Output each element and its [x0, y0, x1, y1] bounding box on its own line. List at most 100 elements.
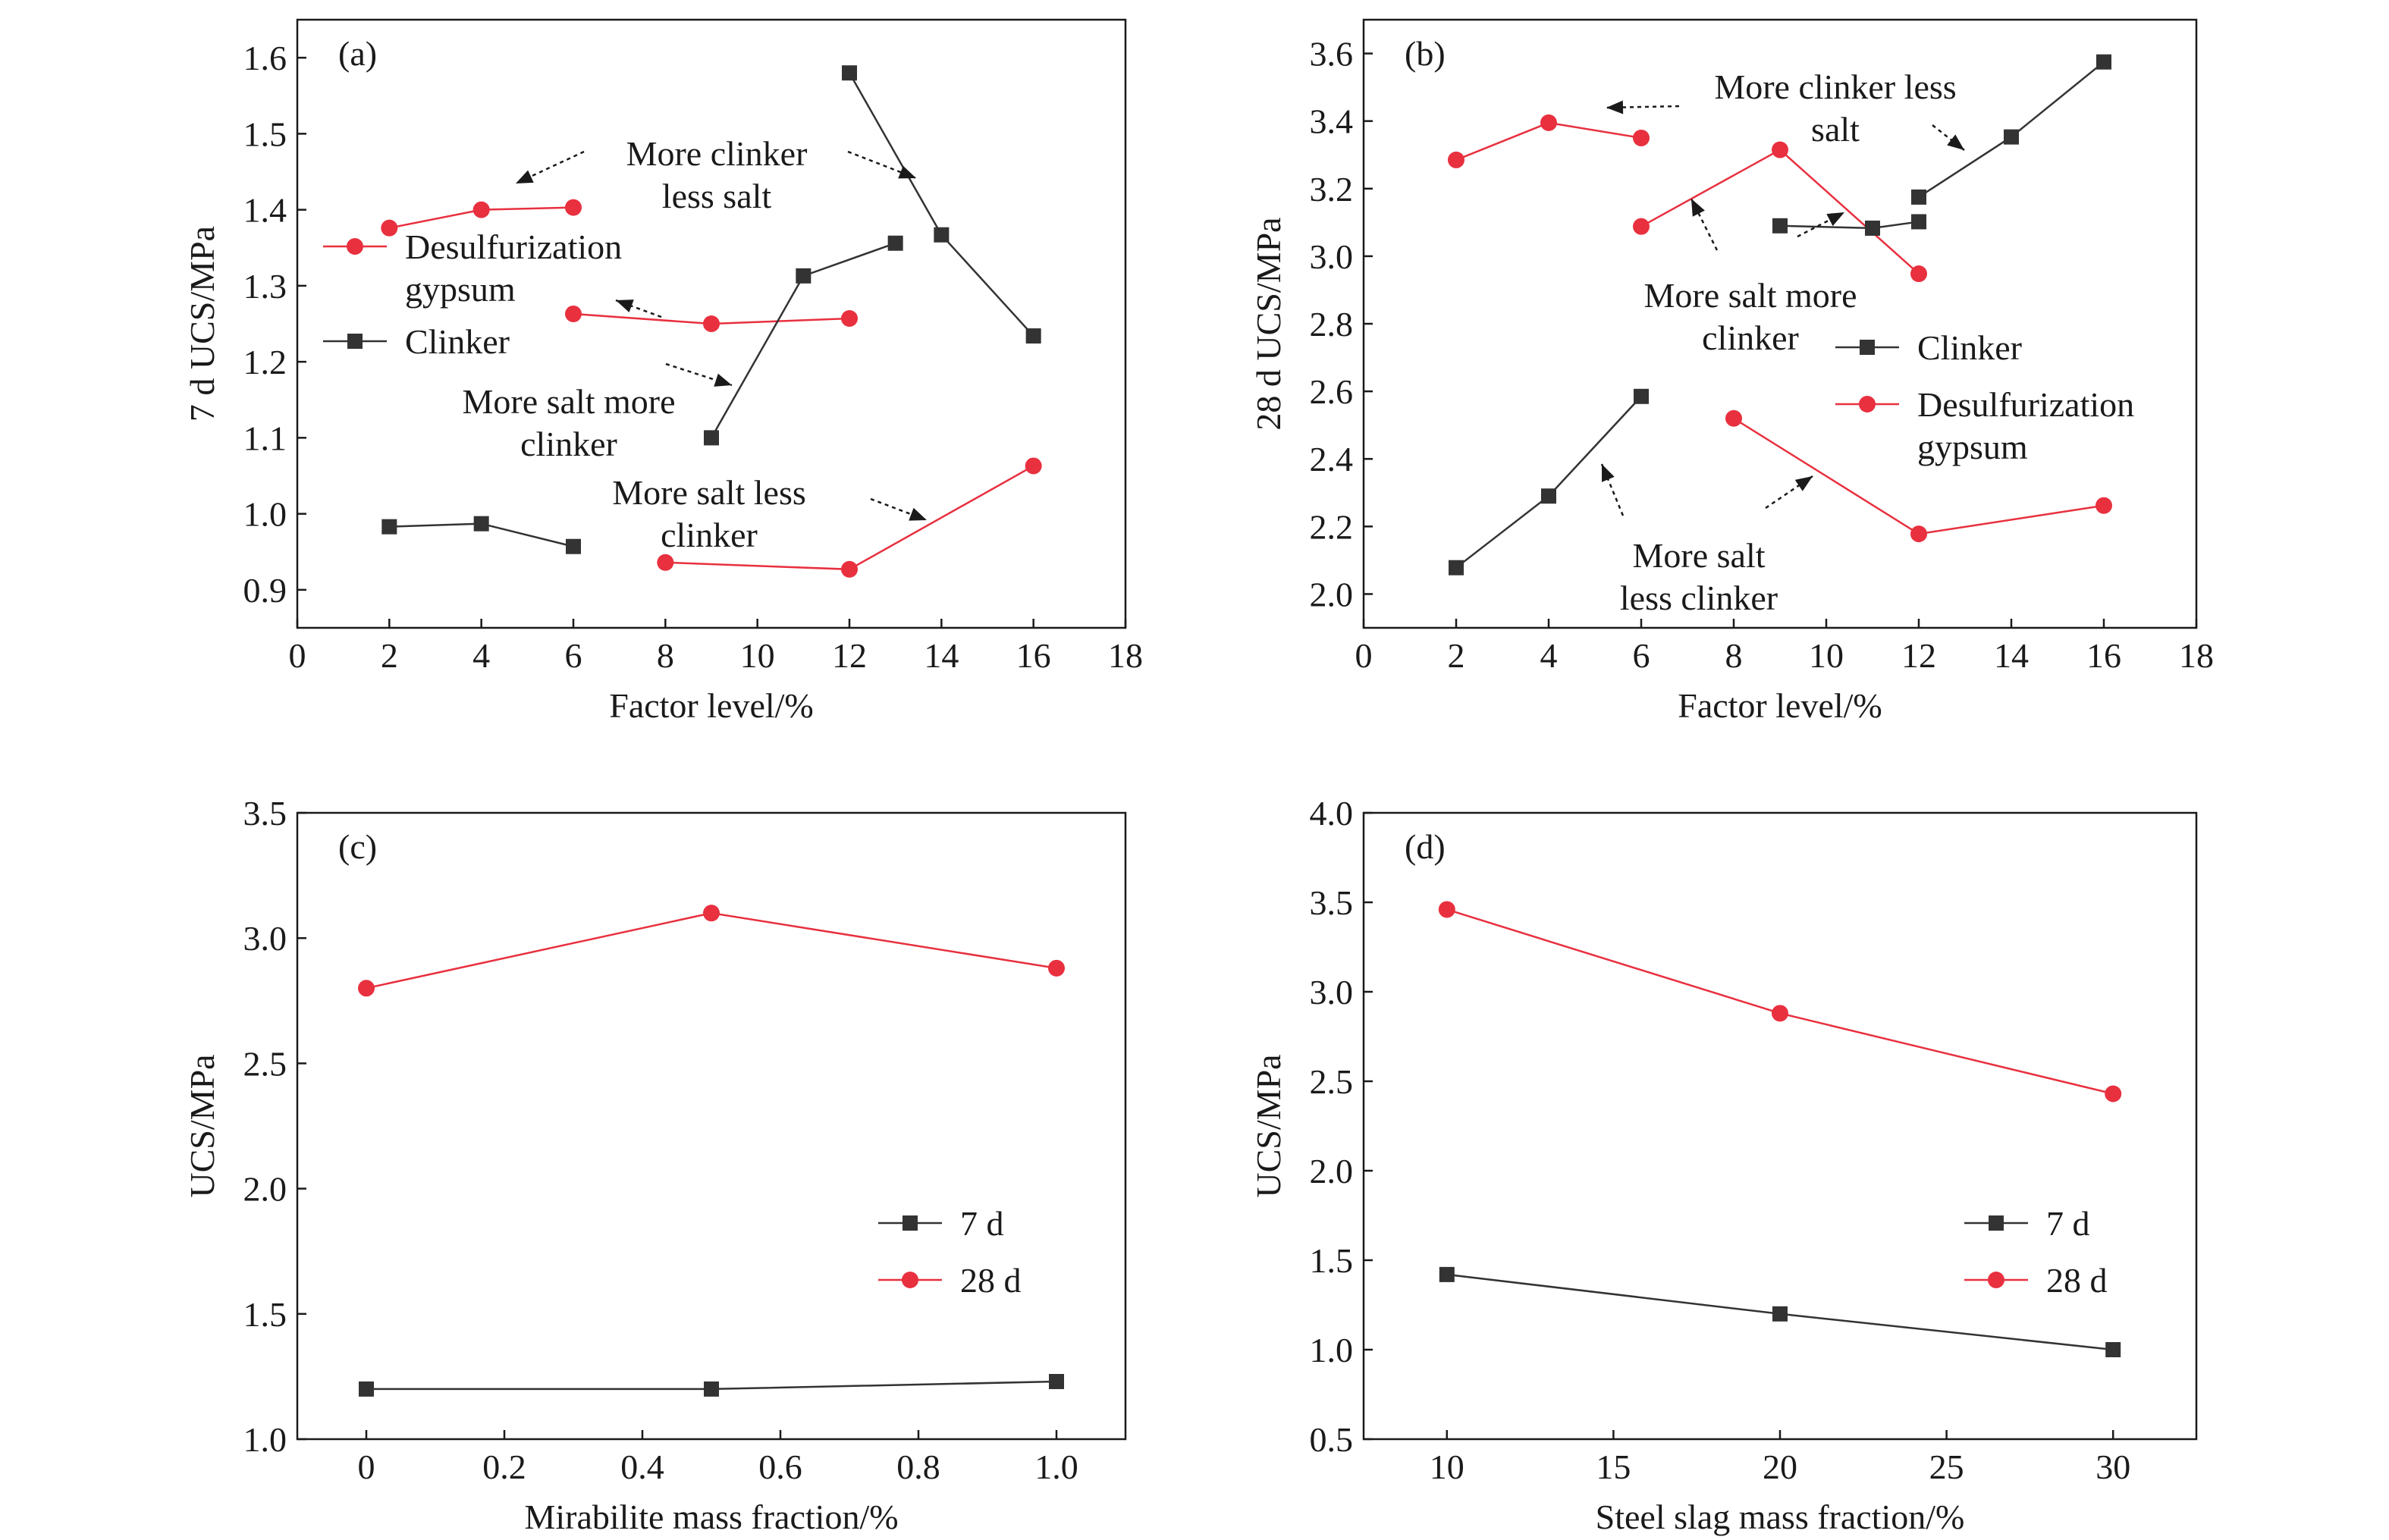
annotation-text: More salt more [462, 382, 675, 421]
data-point [566, 538, 581, 554]
data-point [358, 980, 375, 997]
x-tick-label: 16 [2086, 636, 2121, 675]
x-tick-label: 20 [1763, 1447, 1797, 1486]
legend-label: 28 d [2046, 1261, 2108, 1300]
x-tick-label: 2 [1448, 636, 1465, 675]
legend: Desulfurization gypsum Clinker [323, 227, 622, 361]
legend-marker [347, 334, 363, 349]
data-point [1541, 488, 1556, 504]
legend-label: Clinker [405, 322, 510, 361]
data-point [1449, 560, 1464, 576]
legend-label: Clinker [1917, 328, 2022, 367]
y-tick-label: 2.6 [1310, 372, 1354, 411]
y-tick-label: 1.1 [243, 419, 287, 457]
annotation-text: less clinker [1620, 579, 1778, 617]
y-tick-label: 0.5 [1310, 1420, 1354, 1459]
annotation-arrow [1765, 475, 1813, 510]
data-point [1910, 525, 1927, 543]
series-line [366, 911, 1057, 990]
x-tick-label: 4 [1540, 636, 1558, 675]
y-tick-label: 3.5 [1310, 883, 1354, 922]
data-point [1049, 1374, 1064, 1390]
x-tick-label: 14 [924, 636, 959, 675]
x-tick-label: 10 [740, 636, 775, 675]
data-point [2096, 54, 2111, 70]
y-tick-label: 2.8 [1310, 305, 1354, 343]
chart-panel-a: 0 2 4 6 8 10 12 14 16 18 0.9 1.0 1.1 1.2 1.3 1.4 1.5 1.6 F… [183, 18, 1143, 725]
legend-item: 28 d [1964, 1261, 2108, 1300]
data-point [1048, 959, 1065, 977]
annotation-text: More clinker [626, 134, 808, 173]
y-axis-label: UCS/MPa [1249, 1054, 1288, 1197]
legend-label: Desulfurization [1917, 385, 2134, 424]
y-tick-label: 1.3 [243, 267, 287, 306]
x-tick-label: 0 [289, 636, 306, 675]
y-tick-label: 3.6 [1310, 35, 1354, 74]
data-point [887, 235, 903, 251]
series-28-d [1438, 901, 2122, 1102]
data-point [2095, 497, 2112, 514]
arrow-head [898, 165, 916, 179]
x-tick-label: 10 [1809, 636, 1844, 675]
legend-marker [903, 1215, 918, 1231]
series-desulfurization-gypsum [565, 305, 858, 332]
series-desulfurization-gypsum [1448, 114, 1650, 168]
annotation-arrow [1606, 100, 1680, 114]
y-tick-label: 3.0 [1310, 237, 1354, 276]
x-tick-label: 18 [2179, 636, 2214, 675]
x-tick-label: 8 [1725, 636, 1743, 675]
annotation-text: clinker [1702, 318, 1799, 357]
panel-label: (b) [1405, 34, 1446, 73]
series-desulfurization-gypsum [1633, 141, 1927, 283]
legend-marker [1988, 1272, 2004, 1288]
data-point [1865, 220, 1880, 236]
data-point [1438, 901, 1455, 918]
annotation-arrow [847, 150, 917, 180]
arrow-head [616, 300, 634, 313]
data-point [1772, 141, 1788, 158]
legend-marker [347, 238, 363, 255]
y-tick-label: 1.5 [243, 1295, 287, 1334]
annotation-text: More salt less [612, 473, 806, 512]
x-tick-label: 15 [1596, 1447, 1631, 1486]
data-point [1540, 114, 1557, 131]
y-tick-label: 1.2 [243, 343, 287, 381]
y-axis-label: UCS/MPa [183, 1054, 221, 1197]
legend-item: Clinker [1835, 328, 2022, 367]
x-tick-label: 10 [1430, 1447, 1464, 1486]
data-point [1772, 1306, 1788, 1322]
y-tick-label: 3.2 [1310, 170, 1354, 209]
y-tick-label: 0.9 [243, 571, 287, 610]
data-point [359, 1381, 374, 1397]
data-point [1633, 129, 1650, 146]
y-tick-label: 2.0 [1310, 575, 1354, 613]
x-tick-label: 18 [1108, 636, 1143, 675]
x-tick-label: 0.4 [620, 1447, 664, 1486]
x-tick-label: 12 [832, 636, 867, 675]
annotation-text: More salt [1632, 536, 1765, 575]
x-tick-label: 4 [472, 636, 490, 675]
y-tick-label: 1.4 [243, 191, 287, 230]
annotation-arrow [515, 150, 585, 185]
arrow-head [1947, 134, 1964, 150]
data-point [472, 201, 490, 218]
x-tick-label: 25 [1929, 1447, 1964, 1486]
x-tick-label: 6 [1633, 636, 1650, 675]
y-axis-label: 7 d UCS/MPa [183, 226, 221, 422]
annotation-text: More salt more [1643, 276, 1857, 315]
data-point [565, 199, 582, 216]
x-tick-label: 14 [1994, 636, 2029, 675]
series-line [1640, 149, 1920, 274]
arrow-head [1794, 476, 1813, 491]
data-point [1634, 388, 1649, 404]
y-tick-label: 1.0 [1310, 1331, 1354, 1369]
annotation-arrow [1600, 463, 1625, 516]
data-point [704, 430, 719, 446]
annotation-text: clinker [520, 425, 617, 463]
x-tick-label: 30 [2095, 1447, 2130, 1486]
x-tick-label: 0.2 [482, 1447, 526, 1486]
x-tick-label: 0 [1355, 636, 1373, 675]
data-point [2105, 1085, 2122, 1102]
series-clinker [1911, 54, 2111, 205]
arrow-shaft [870, 497, 928, 522]
